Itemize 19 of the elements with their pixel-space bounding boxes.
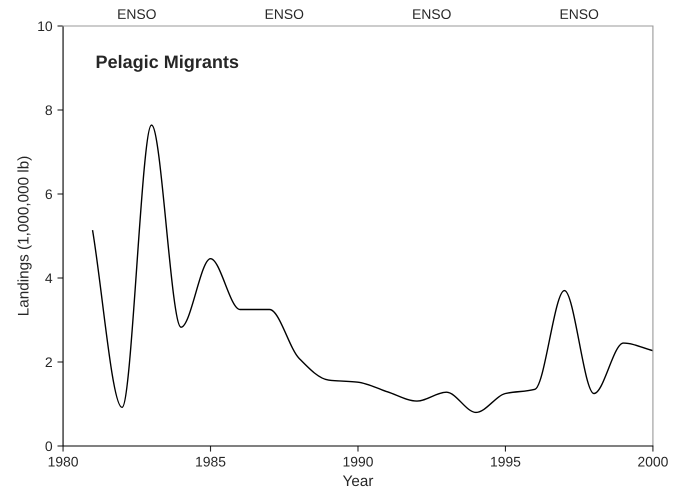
text: ENSO [413, 9, 451, 20]
text: ENSO [266, 9, 304, 20]
line-series [92, 124, 653, 414]
y-tick-label: 4 [45, 273, 52, 284]
x-tick-label: 2000 [638, 456, 668, 467]
y-tick-label: 8 [46, 105, 52, 116]
x-tick-label: 1980 [48, 456, 78, 467]
text: ENSO [118, 9, 156, 20]
y-tick-label: 2 [46, 357, 52, 368]
y-tick-label: 0 [45, 441, 52, 452]
x-tick-label: 1995 [491, 456, 520, 467]
x-tick-label: 1990 [344, 456, 373, 467]
x-tick-label: 1985 [196, 456, 226, 467]
text: ENSO [560, 9, 598, 20]
text: Pelagic Migrants [96, 54, 238, 72]
x-axis-title: Year [342, 475, 374, 486]
y-tick-label: 10 [38, 21, 52, 32]
y-tick-label: 6 [46, 189, 52, 200]
y-axis-title: Landings (1,000,000 lb) [17, 156, 32, 316]
